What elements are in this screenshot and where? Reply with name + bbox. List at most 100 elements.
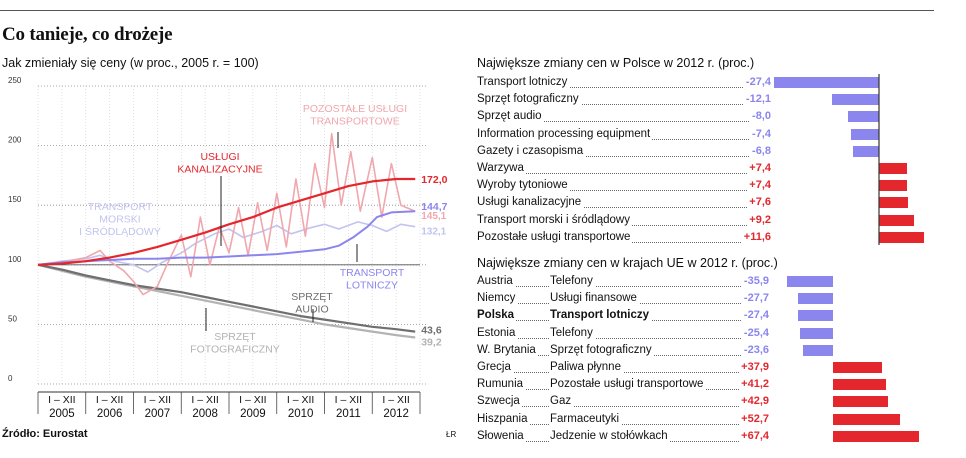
negative-bar xyxy=(850,128,879,140)
country-label: Szwecja xyxy=(477,395,522,408)
x-tick-year-label: 2005 xyxy=(49,408,75,420)
value-label: -27,4 xyxy=(743,76,773,88)
category-label: Sprzęt fotograficzny xyxy=(550,343,654,356)
y-tick-label: 0 xyxy=(8,374,13,383)
category-label: Warzywa xyxy=(477,162,526,174)
negative-bar xyxy=(773,77,879,88)
series-line-5 xyxy=(37,263,416,339)
bar-row: Hiszpania Farmaceutyki +52,7 xyxy=(477,411,937,428)
bar-row: Transport morski i śródlądowy +9,2 xyxy=(477,212,937,229)
y-tick-label: 250 xyxy=(8,76,22,85)
value-label: +41,2 xyxy=(739,378,771,391)
series-line-3 xyxy=(37,210,416,266)
country-label: Niemcy xyxy=(477,292,518,305)
category-label: Transport lotniczy xyxy=(550,309,652,322)
bar-row: Sprzęt audio -8,0 xyxy=(477,108,937,125)
dotted-leader xyxy=(477,173,773,174)
x-tick-year-label: 2008 xyxy=(192,408,218,420)
category-label: Paliwa płynne xyxy=(550,361,623,373)
x-tick-month-label: I – XII xyxy=(335,394,362,406)
y-tick-label: 50 xyxy=(8,314,17,323)
series-end-value-5: 39,2 xyxy=(421,337,442,349)
bar-row: Rumunia Pozostałe usługi transportowe +41,… xyxy=(477,376,937,393)
x-tick-year-label: 2009 xyxy=(240,408,266,420)
dotted-leader xyxy=(477,155,773,157)
series-label-5: SPRZĘT xyxy=(214,331,256,343)
series-label-2: I ŚRÓDLĄDOWY xyxy=(79,225,161,238)
bar-row: Szwecja Gaz +42,9 xyxy=(477,393,937,410)
bar-row: Transport lotniczy -27,4 xyxy=(477,74,937,91)
dotted-leader xyxy=(477,104,773,106)
value-label: +7,4 xyxy=(747,179,773,192)
x-tick-year-label: 2011 xyxy=(336,408,361,420)
series-end-value-0: 172,0 xyxy=(421,174,447,186)
top-rule xyxy=(0,10,934,11)
series-line-0 xyxy=(37,177,416,266)
positive-bar xyxy=(833,396,888,408)
series-label-5: FOTOGRAFICZNY xyxy=(190,344,280,356)
category-label: Transport morski i śródlądowy xyxy=(477,213,632,226)
x-tick-month-label: I – XII xyxy=(96,394,123,406)
value-label: -8,0 xyxy=(750,110,773,123)
dotted-leader xyxy=(477,286,771,287)
bar-row: Słowenia Jedzenie w stołówkach +67,4 xyxy=(477,428,937,445)
category-label: Usługi kanalizacyjne xyxy=(477,196,584,209)
dotted-leader xyxy=(477,423,771,425)
category-label: Sprzęt audio xyxy=(477,110,544,123)
x-tick-year-label: 2012 xyxy=(383,408,409,420)
x-tick-month-label: I – XII xyxy=(239,394,266,406)
bar-row: Usługi kanalizacyjne +7,6 xyxy=(477,194,937,211)
positive-bar xyxy=(833,430,920,442)
series-label-1: TRANSPORTOWE xyxy=(310,116,399,128)
series-label-4: SPRZĘT xyxy=(291,291,333,303)
bar-row: Estonia Telefony -25,4 xyxy=(477,325,937,342)
value-label: -27,7 xyxy=(741,292,771,305)
series-label-0: KANALIZACYJNE xyxy=(177,164,262,176)
bar-row: Pozostałe usługi transportowe +11,6 xyxy=(477,229,937,246)
value-label: -35,9 xyxy=(741,275,771,287)
bar-row: Polska Transport lotniczy -27,4 xyxy=(477,307,937,324)
value-label: +67,4 xyxy=(739,429,771,442)
author-credit: ŁR xyxy=(446,430,457,439)
positive-bar xyxy=(879,214,915,226)
category-label: Farmaceutyki xyxy=(550,412,622,425)
value-label: -27,4 xyxy=(741,309,771,322)
value-label: -25,4 xyxy=(741,326,771,339)
country-label: Grecja xyxy=(477,361,513,373)
value-label: +7,4 xyxy=(747,162,773,174)
positive-bar xyxy=(879,231,924,243)
dotted-leader xyxy=(477,406,771,408)
series-end-value-2: 132,1 xyxy=(421,227,446,238)
x-tick-month-label: I – XII xyxy=(191,394,218,406)
category-label: Transport lotniczy xyxy=(477,76,570,88)
dotted-leader xyxy=(477,121,773,123)
x-tick-year-label: 2010 xyxy=(288,408,314,420)
value-label: -23,6 xyxy=(741,343,771,356)
dotted-leader xyxy=(477,372,771,373)
x-tick-month-label: I – XII xyxy=(48,394,75,406)
positive-bar xyxy=(879,197,909,209)
value-label: +52,7 xyxy=(739,412,771,425)
category-label: Gazety i czasopisma xyxy=(477,144,586,157)
negative-bar xyxy=(832,94,879,106)
poland-chart-title: Największe zmiany cen w Polsce w 2012 r.… xyxy=(477,56,755,70)
series-end-value-3: 144,7 xyxy=(421,201,447,213)
category-label: Pozostałe usługi transportowe xyxy=(550,378,706,391)
negative-bar xyxy=(852,145,879,157)
x-tick-year-label: 2006 xyxy=(97,408,123,420)
value-label: +7,6 xyxy=(747,196,773,209)
value-label: +11,6 xyxy=(741,230,773,243)
country-label: Rumunia xyxy=(477,378,526,391)
dotted-leader xyxy=(477,337,771,339)
country-label: W. Brytania xyxy=(477,343,538,356)
category-label: Usługi finansowe xyxy=(550,292,639,305)
line-chart: 0 50 100 150 200 250 I – XII 2005 I – XII 2006 I –… xyxy=(8,76,448,420)
series-label-1: POZOSTAŁE USŁUGI xyxy=(303,103,407,115)
y-tick-label: 200 xyxy=(8,136,22,145)
value-label: -7,4 xyxy=(750,127,773,140)
eu-chart-title: Największe zmiany cen w krajach UE w 201… xyxy=(477,256,778,270)
positive-bar xyxy=(833,362,882,373)
x-tick-year-label: 2007 xyxy=(145,408,171,420)
negative-bar xyxy=(802,344,833,356)
